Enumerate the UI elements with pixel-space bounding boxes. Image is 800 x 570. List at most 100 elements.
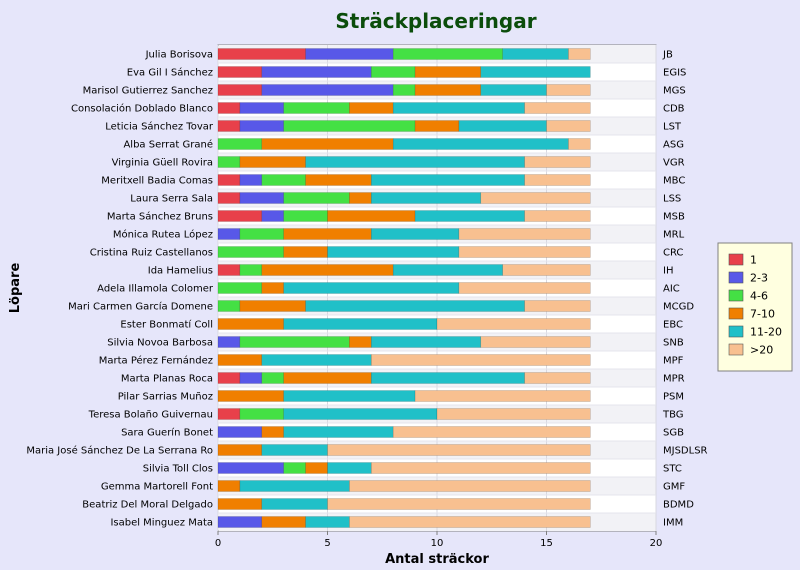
bar-segment <box>546 120 591 132</box>
bar-segment <box>524 300 591 312</box>
bar-segment <box>283 426 394 438</box>
bar-segment <box>305 462 328 474</box>
bar-segment <box>217 444 263 456</box>
legend-entry: 11-20 <box>750 326 782 339</box>
bar-segment <box>283 120 416 132</box>
bar-segment <box>480 84 547 96</box>
bar-segment <box>217 174 241 186</box>
bar-segment <box>568 48 591 60</box>
bar-segment <box>217 426 263 438</box>
bar-segment <box>283 192 350 204</box>
club-label: MSB <box>663 212 685 223</box>
club-label: MRL <box>663 230 685 241</box>
bar-segment <box>392 426 591 438</box>
club-label: LST <box>663 122 682 133</box>
club-label: MPR <box>663 374 685 385</box>
bar-segment <box>261 138 394 150</box>
bar-segment <box>217 120 241 132</box>
bar-segment <box>261 354 372 366</box>
bar-segment <box>392 264 503 276</box>
bar-segment <box>546 84 591 96</box>
bar-segment <box>480 192 591 204</box>
club-label: TBG <box>662 410 684 421</box>
runner-labels: Julia Borisova Eva Gil I Sánchez Marisol G… <box>26 50 214 529</box>
bar-segment <box>392 48 503 60</box>
bar-segment <box>283 228 372 240</box>
bar-segment <box>371 372 525 384</box>
legend-entry: 2-3 <box>750 272 768 285</box>
runner-label: Teresa Bolaño Guivernau <box>88 410 213 421</box>
bar-segment <box>217 372 241 384</box>
bar-segment <box>217 228 241 240</box>
bar-segment <box>392 84 416 96</box>
runner-label: Silvia Toll Clos <box>143 464 213 475</box>
bar-segment <box>392 138 569 150</box>
x-tick-label: 15 <box>540 538 553 549</box>
legend-swatch <box>728 325 744 338</box>
bar-segment <box>305 156 525 168</box>
bar-segment <box>524 102 591 114</box>
runner-label: Pilar Sarrias Muñoz <box>118 392 213 403</box>
legend-entry: 4-6 <box>750 290 768 303</box>
bar-segment <box>283 318 438 330</box>
legend-entry: 7-10 <box>750 308 775 321</box>
runner-label: Marisol Gutierrez Sanchez <box>83 86 213 97</box>
bar-segment <box>217 210 263 222</box>
runner-label: Gemma Martorell Font <box>101 482 213 493</box>
runner-label: Virginia Güell Rovira <box>112 158 213 169</box>
chart-title: Sträckplaceringar <box>335 9 536 33</box>
club-label: BDMD <box>663 500 694 511</box>
bar-segment <box>239 174 263 186</box>
bar-segment <box>371 354 591 366</box>
runner-label: Maria José Sánchez De La Serrana Ro <box>26 445 213 457</box>
bar-segment <box>261 174 306 186</box>
bar-segment <box>217 318 284 330</box>
club-label: EBC <box>663 320 683 331</box>
bar-segment <box>217 408 241 420</box>
legend-swatch <box>728 289 744 302</box>
bar-segment <box>283 390 416 402</box>
club-label: LSS <box>663 194 681 205</box>
club-label: MPF <box>663 356 684 367</box>
bar-segment <box>217 138 263 150</box>
bar-segment <box>217 480 241 492</box>
bar-segment <box>217 156 241 168</box>
bar-segment <box>261 210 284 222</box>
y-axis-title: Löpare <box>8 263 23 314</box>
bar-segment <box>217 462 284 474</box>
legend-swatch <box>728 271 744 284</box>
x-axis-title: Antal sträckor <box>385 552 489 567</box>
bar-segment <box>305 516 350 528</box>
club-label: STC <box>663 464 682 475</box>
bar-segment <box>349 516 591 528</box>
runner-label: Leticia Sánchez Tovar <box>105 121 214 133</box>
runner-label: Marta Pérez Fernández <box>99 355 213 367</box>
bar-segment <box>217 282 263 294</box>
club-label: SGB <box>663 428 684 439</box>
bar-segment <box>239 156 306 168</box>
bar-segment <box>480 66 591 78</box>
bar-segment <box>524 372 591 384</box>
club-label: MJSDLSR <box>663 446 708 457</box>
bar-segment <box>261 282 284 294</box>
bar-segment <box>217 66 263 78</box>
bar-segment <box>305 174 372 186</box>
runner-label: Adela Illamola Colomer <box>97 284 214 295</box>
bar-segment <box>436 408 591 420</box>
bar-segment <box>239 264 263 276</box>
bar-segment <box>414 210 525 222</box>
bar-segment <box>349 102 394 114</box>
bar-segment <box>458 120 547 132</box>
bar-segment <box>480 336 591 348</box>
legend-swatch <box>728 307 744 320</box>
bar-segment <box>436 318 591 330</box>
club-label: EGIS <box>663 68 686 79</box>
bar-segment <box>239 228 284 240</box>
bar-segment <box>261 426 284 438</box>
bar-segment <box>392 102 525 114</box>
bar-segment <box>239 408 284 420</box>
runner-label: Ida Hamelius <box>148 266 213 277</box>
bar-segment <box>261 84 394 96</box>
legend-swatch <box>728 253 744 266</box>
